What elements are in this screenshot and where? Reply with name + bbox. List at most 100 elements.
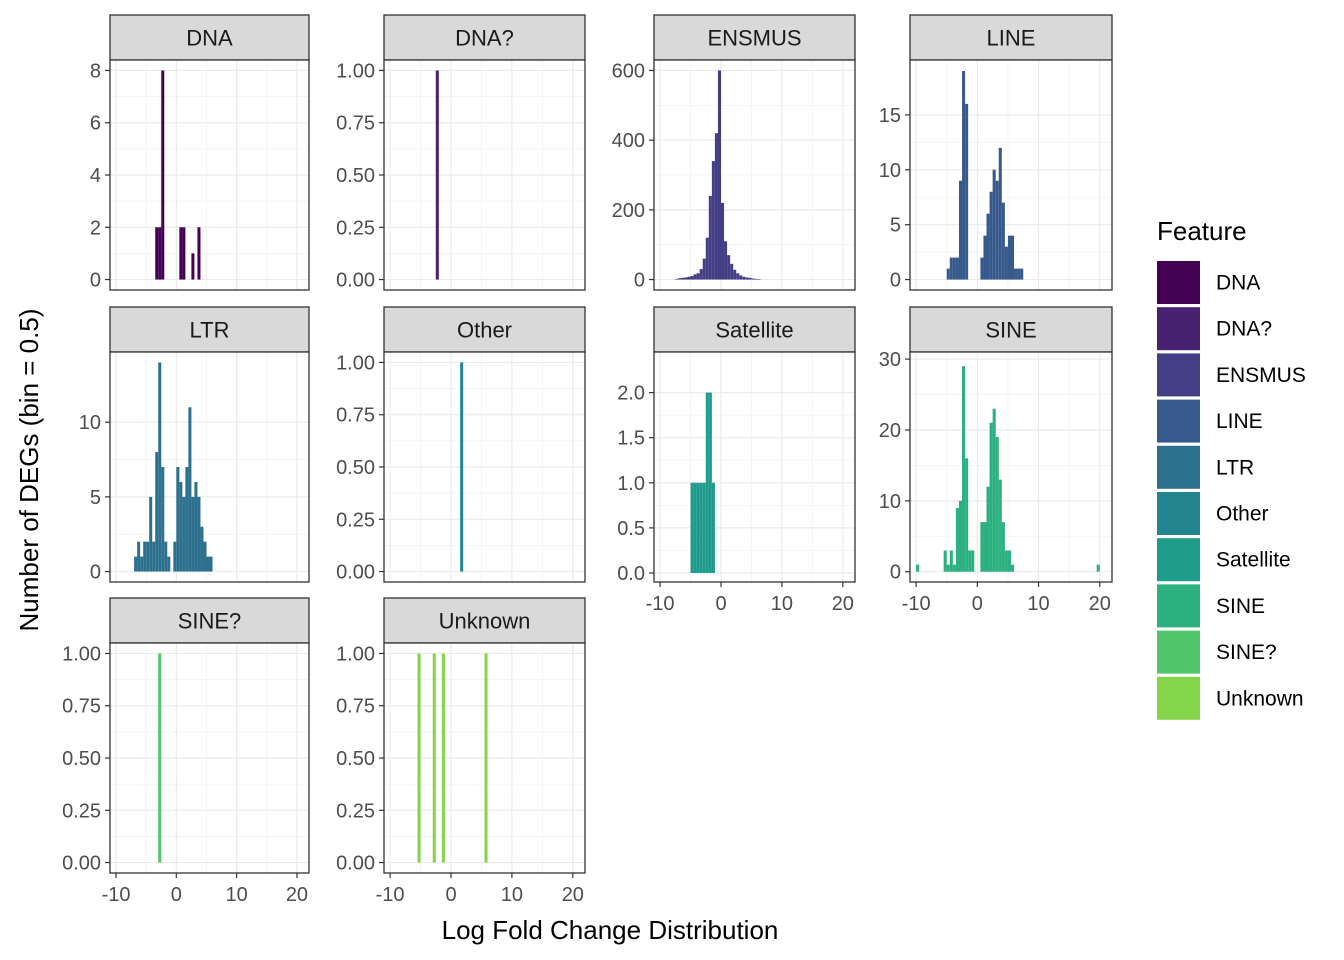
facet-line: LINE 0 5 10 15 <box>879 14 1113 292</box>
histogram-bar <box>182 227 186 280</box>
x-tick-label: 20 <box>562 884 584 906</box>
x-tick-label: 10 <box>1027 593 1049 615</box>
histogram-bar <box>711 161 715 280</box>
facet-strip-label: SINE <box>985 318 1036 343</box>
legend-item-sine-q: SINE? <box>1157 630 1277 674</box>
panel-border <box>909 351 1113 583</box>
histogram-bar <box>164 541 168 572</box>
histogram-bar <box>432 653 436 863</box>
histogram-bar <box>191 496 195 572</box>
facet-strip <box>383 597 586 644</box>
facet-strip-label: ENSMUS <box>707 26 801 51</box>
legend-label: Satellite <box>1216 549 1291 572</box>
x-tick-label: 10 <box>226 884 248 906</box>
histogram-bar <box>681 277 685 280</box>
histogram-bar <box>708 195 712 280</box>
x-tick-label: 0 <box>171 884 182 906</box>
y-tick-label: 0.75 <box>336 405 375 427</box>
y-tick-label: 2 <box>90 217 101 239</box>
x-tick-label: 10 <box>501 884 523 906</box>
legend-label: Other <box>1216 503 1269 526</box>
y-tick-label: 8 <box>90 60 101 82</box>
histogram-bar <box>708 392 712 573</box>
histogram-bar <box>696 482 700 573</box>
facet-strip-label: SINE? <box>178 609 242 634</box>
histogram-bar <box>167 556 171 572</box>
panel-border <box>653 59 856 291</box>
facet-strip-label: Unknown <box>439 609 531 634</box>
y-tick-label: 600 <box>612 60 645 82</box>
histogram-bar <box>1096 564 1100 572</box>
histogram-bar <box>140 556 144 572</box>
y-tick-label: 400 <box>612 130 645 152</box>
histogram-bar <box>986 486 990 572</box>
legend-key <box>1157 261 1200 304</box>
histogram-bar <box>995 180 999 280</box>
y-tick-label: 0.00 <box>336 853 375 875</box>
y-tick-label: 0.00 <box>62 853 101 875</box>
facet-unknown: Unknown 0.00 0.25 0.50 0.75 1.00 -10 0 10 20 <box>336 597 586 906</box>
facet-sine-q: SINE? 0.00 0.25 0.50 0.75 1.00 -10 0 10 20 <box>62 597 310 906</box>
histogram-bar <box>197 496 201 572</box>
legend-item-satellite: Satellite <box>1157 538 1291 582</box>
y-tick-label: 200 <box>612 200 645 222</box>
histogram-bar <box>143 541 147 572</box>
y-tick-label: 5 <box>90 487 101 509</box>
histogram-bar <box>955 257 959 280</box>
histogram-bar <box>705 237 709 280</box>
histogram-bar <box>1014 268 1018 280</box>
histogram-bar <box>983 522 987 572</box>
y-tick-label: 0.50 <box>62 748 101 770</box>
histogram-bar <box>182 496 186 572</box>
histogram-bar <box>992 408 996 572</box>
histogram-bar <box>946 268 950 280</box>
histogram-bar <box>206 556 210 572</box>
histogram-bar <box>152 541 156 572</box>
panel-border <box>653 351 856 583</box>
y-tick-label: 1.00 <box>336 643 375 665</box>
facet-ensmus: ENSMUS 0 200 400 600 <box>612 14 856 292</box>
legend-item-dna: DNA <box>1157 261 1260 304</box>
histogram-bar <box>200 526 204 572</box>
histogram-bar <box>1001 202 1005 280</box>
histogram-bar <box>435 70 439 280</box>
legend-label: SINE <box>1216 595 1265 618</box>
x-tick-label: 0 <box>715 593 726 615</box>
y-tick-label: 0.50 <box>336 748 375 770</box>
histogram-bar <box>188 407 192 572</box>
histogram-bar <box>989 422 993 572</box>
histogram-bar <box>739 275 743 280</box>
y-tick-label: 1.00 <box>336 60 375 82</box>
histogram-bar <box>748 277 752 280</box>
histogram-bar <box>952 564 956 572</box>
facet-ltr: LTR 0 5 10 <box>79 306 310 584</box>
legend-key <box>1157 676 1200 720</box>
histogram-bar <box>134 556 138 572</box>
y-tick-label: 6 <box>90 113 101 135</box>
histogram-bar <box>705 392 709 573</box>
histogram-bar <box>995 437 999 572</box>
histogram-bar <box>998 147 1002 280</box>
histogram-bar <box>702 482 706 573</box>
facet-strip-label: LINE <box>987 26 1036 51</box>
histogram-bar <box>149 496 153 572</box>
histogram-bar <box>992 169 996 280</box>
histogram-bar <box>460 362 464 572</box>
histogram-bar <box>690 276 694 280</box>
facet-strip-label: Other <box>457 318 512 343</box>
y-tick-label: 20 <box>879 420 901 442</box>
y-tick-label: 15 <box>879 105 901 127</box>
legend-item-sine: SINE <box>1157 584 1265 628</box>
legend-label: DNA? <box>1216 318 1272 341</box>
legend-key <box>1157 353 1200 397</box>
legend-key <box>1157 399 1200 443</box>
y-tick-label: 10 <box>879 160 901 182</box>
legend-key <box>1157 630 1200 674</box>
histogram-bar <box>971 550 975 572</box>
y-tick-label: 0.00 <box>336 270 375 292</box>
histogram-bar <box>158 362 162 572</box>
facet-strip-label: LTR <box>190 318 230 343</box>
panel-background <box>910 352 1112 582</box>
legend-label: LINE <box>1216 410 1263 433</box>
y-tick-label: 0.75 <box>336 696 375 718</box>
